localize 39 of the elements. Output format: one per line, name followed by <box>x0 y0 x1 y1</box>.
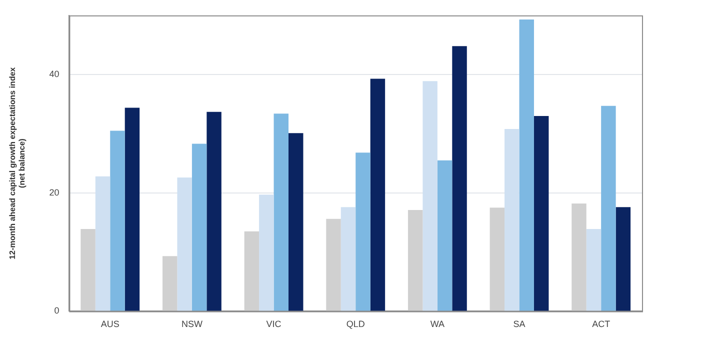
bar <box>490 208 505 311</box>
x-tick-label: VIC <box>266 319 282 330</box>
bar <box>326 218 341 311</box>
x-tick-label: WA <box>430 319 445 330</box>
x-tick-label: QLD <box>346 319 366 330</box>
bar <box>124 108 140 311</box>
bar <box>274 114 289 311</box>
bar <box>162 256 178 311</box>
bar <box>572 204 586 311</box>
bar <box>601 106 616 311</box>
bar <box>177 178 192 311</box>
bar <box>80 228 96 311</box>
bar <box>288 133 304 311</box>
y-tick-label: 0 <box>54 306 60 316</box>
bar <box>370 78 386 311</box>
bar <box>437 160 452 311</box>
bar <box>534 116 549 311</box>
y-axis-title: 12-month ahead capital growth expectations index (net balance) <box>8 66 27 260</box>
y-tick-label: 20 <box>49 187 60 198</box>
bar <box>422 81 438 311</box>
bar <box>408 210 423 311</box>
x-tick-label: SA <box>513 319 526 330</box>
bar <box>452 46 467 311</box>
bar <box>586 228 602 311</box>
bar <box>110 130 125 311</box>
x-tick-label: NSW <box>181 319 203 330</box>
bar <box>356 152 370 311</box>
y-tick-label: 40 <box>49 69 60 80</box>
bar <box>504 128 520 311</box>
x-tick-label: AUS <box>100 319 120 330</box>
x-tick-label: ACT <box>592 319 611 330</box>
bar <box>616 207 631 311</box>
bar <box>340 207 356 311</box>
bar <box>192 144 207 311</box>
bar <box>95 176 110 311</box>
bar <box>206 112 222 311</box>
bar <box>259 194 274 311</box>
bar <box>519 20 534 311</box>
bar <box>244 231 260 311</box>
